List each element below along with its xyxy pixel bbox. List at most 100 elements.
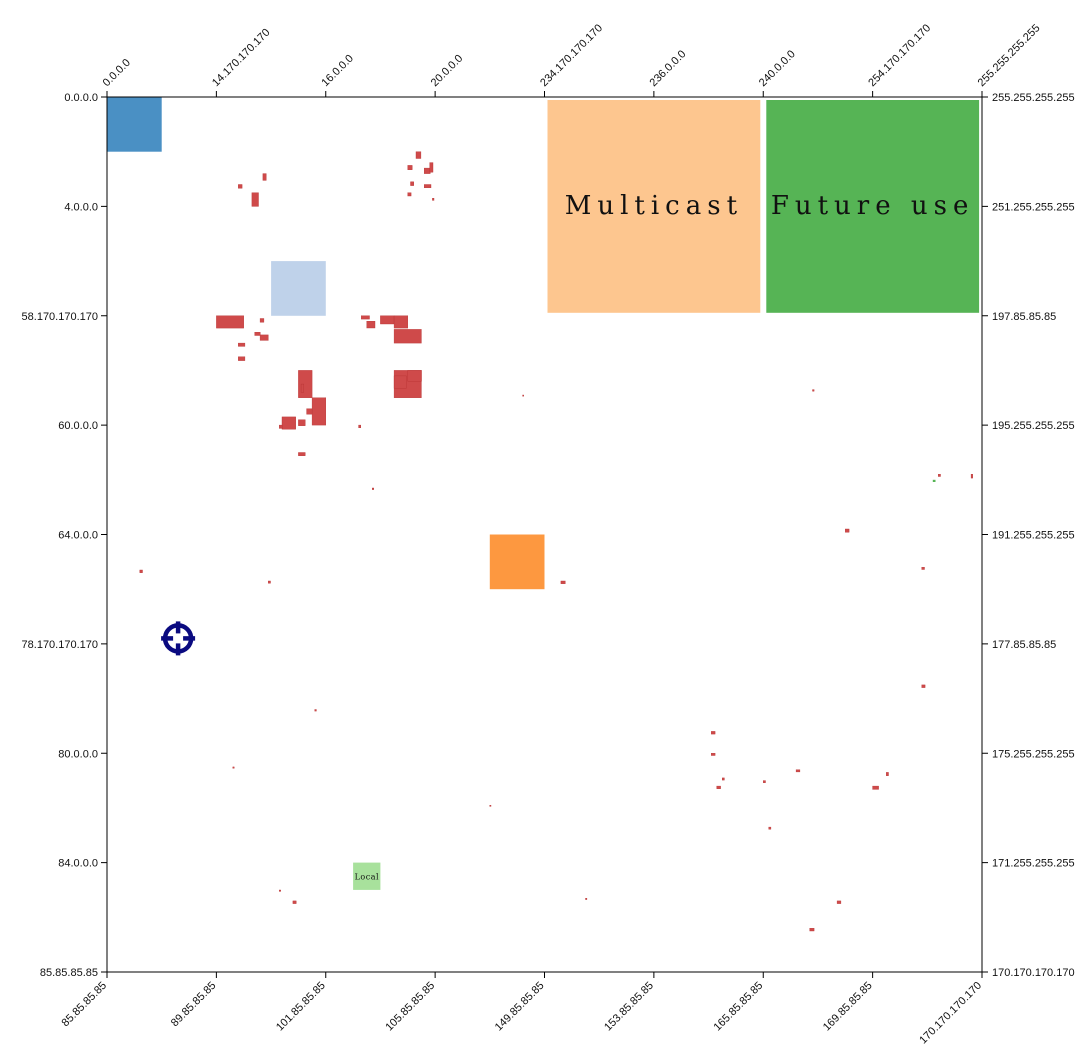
allocation-cell (380, 315, 395, 325)
tick-label-bottom: 169.85.85.85 (821, 980, 875, 1034)
allocation-cell (314, 709, 317, 712)
allocation-cell (259, 334, 269, 341)
allocation-cell (812, 389, 815, 392)
allocation-cell (366, 321, 376, 329)
allocation-cell (238, 342, 246, 347)
tick-label-right: 195.255.255.255 (992, 420, 1075, 432)
address-block (547, 100, 761, 313)
address-block (271, 261, 326, 316)
tick-label-top: 240.0.0.0 (757, 48, 798, 89)
tick-label-right: 251.255.255.255 (992, 201, 1075, 213)
allocation-cell (921, 567, 925, 570)
allocation-cell (763, 780, 766, 783)
address-blocks: Multicast Future use Local (107, 97, 980, 890)
tick-label-right: 197.85.85.85 (992, 311, 1056, 323)
allocation-cell (415, 151, 422, 159)
tick-label-bottom: 165.85.85.85 (711, 980, 765, 1034)
address-block (107, 97, 162, 152)
allocation-cell (298, 452, 306, 456)
allocation-cell (139, 569, 143, 573)
allocation-cell (489, 805, 492, 807)
tick-label-top: 234.170.170.170 (538, 22, 605, 89)
allocation-cell (410, 181, 414, 186)
tick-label-right: 177.85.85.85 (992, 639, 1056, 651)
allocation-cell (393, 375, 407, 389)
tick-label-right: 175.255.255.255 (992, 748, 1075, 760)
tick-label-left: 4.0.0.0 (64, 201, 98, 213)
allocation-cell (281, 416, 296, 430)
address-block (353, 862, 381, 890)
tick-label-bottom: 149.85.85.85 (493, 980, 547, 1034)
block-label: Multicast (565, 191, 743, 221)
allocation-cell (424, 184, 432, 188)
tick-label-right: 170.170.170.170 (992, 967, 1075, 979)
allocation-cell (300, 383, 305, 393)
tick-label-top: 16.0.0.0 (319, 53, 356, 90)
allocation-cell (298, 370, 313, 398)
tick-label-bottom: 105.85.85.85 (383, 980, 437, 1034)
address-block (766, 100, 980, 313)
allocation-cell (393, 329, 422, 344)
allocation-cell (407, 370, 422, 382)
tick-label-bottom: 170.170.170.170 (917, 980, 984, 1047)
tick-label-top: 20.0.0.0 (429, 53, 466, 90)
tick-label-top: 236.0.0.0 (648, 48, 689, 89)
tick-label-top: 255.255.255.255 (976, 22, 1043, 89)
allocation-cell (845, 528, 850, 533)
allocation-cell (407, 165, 413, 170)
allocation-cell (292, 900, 297, 904)
tick-label-left: 0.0.0.0 (64, 92, 98, 104)
allocation-cell (429, 162, 434, 173)
allocation-cell (407, 192, 412, 197)
allocation-cell (311, 397, 327, 426)
allocation-cell (216, 315, 244, 329)
allocation-cell-green (932, 479, 936, 482)
block-label: Future use (771, 191, 975, 221)
allocation-cell (938, 474, 941, 477)
allocation-cell (711, 753, 716, 756)
allocation-cell (836, 900, 842, 904)
allocation-cell (254, 332, 261, 336)
allocation-cell (970, 474, 973, 479)
allocation-cell (268, 580, 271, 584)
tick-label-bottom: 85.85.85.85 (60, 980, 110, 1030)
allocation-cell (238, 356, 246, 361)
allocation-cell (259, 318, 265, 323)
allocation-cell (809, 928, 815, 932)
allocation-cells (139, 151, 973, 932)
allocation-cell (424, 167, 431, 174)
allocation-cell (358, 424, 362, 429)
allocation-cell (432, 197, 435, 201)
allocation-cell (872, 785, 879, 790)
tick-label-top: 254.170.170.170 (866, 22, 933, 89)
allocation-cell (795, 769, 801, 773)
tick-label-right: 171.255.255.255 (992, 858, 1075, 870)
allocation-cell (560, 580, 566, 584)
allocation-cell (886, 772, 889, 776)
allocation-cell (238, 184, 243, 189)
tick-label-left: 64.0.0.0 (58, 530, 98, 542)
allocation-cell (251, 192, 259, 207)
tick-label-right: 191.255.255.255 (992, 530, 1075, 542)
allocation-cell (585, 898, 588, 900)
tick-label-left: 80.0.0.0 (58, 748, 98, 760)
allocation-cell (232, 766, 235, 769)
allocation-cell (393, 315, 409, 329)
allocation-cell (522, 394, 524, 397)
tick-label-left: 60.0.0.0 (58, 420, 98, 432)
allocation-cell (262, 173, 267, 181)
tick-label-top: 0.0.0.0 (101, 57, 133, 89)
allocation-cell (921, 684, 926, 688)
tick-label-left: 78.170.170.170 (22, 639, 98, 651)
tick-label-bottom: 153.85.85.85 (602, 980, 656, 1034)
allocation-cell (722, 777, 725, 781)
allocation-cell (279, 889, 281, 892)
allocation-cell (711, 731, 716, 735)
allocation-cell (306, 408, 313, 415)
allocation-cell (361, 315, 370, 320)
allocation-cell (716, 785, 721, 789)
allocation-cell (279, 424, 283, 429)
block-label: Local (355, 872, 379, 881)
tick-label-left: 85.85.85.85 (40, 967, 98, 979)
